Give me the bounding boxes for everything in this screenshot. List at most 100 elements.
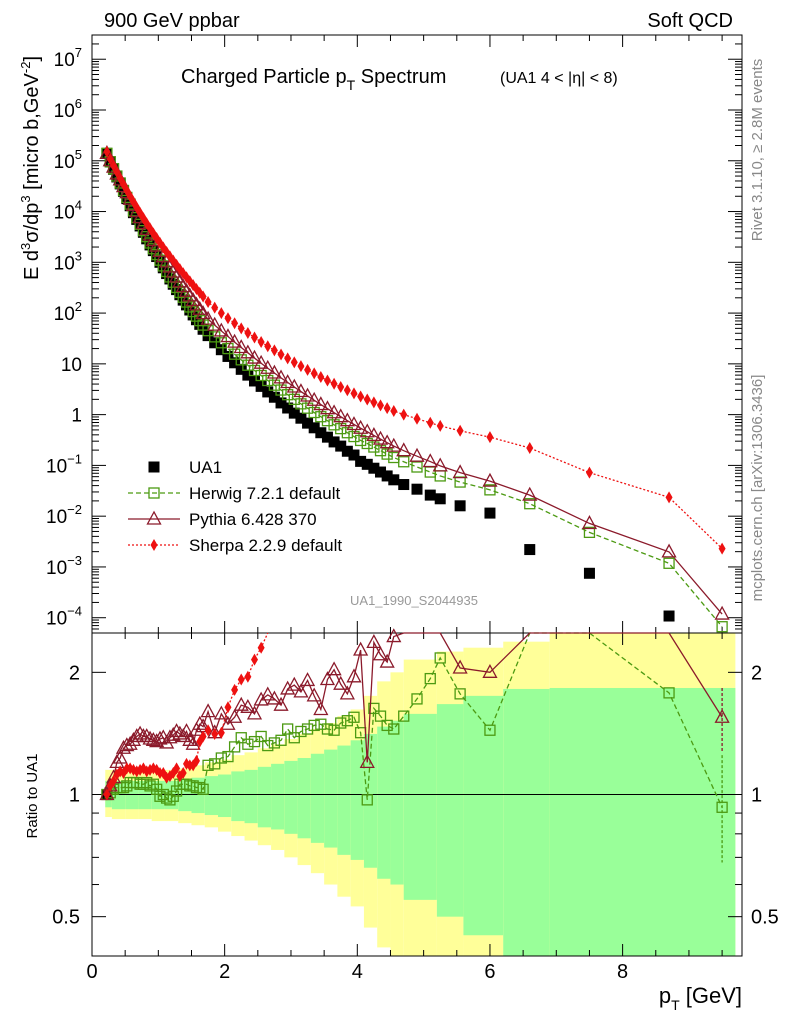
y-tick-exponent: 5 (75, 147, 82, 162)
ratio-point-herwig (228, 741, 241, 753)
ratio-point-pythia (319, 671, 336, 686)
main-point-pythia (432, 457, 448, 472)
mcplots-label: mcplots.cern.ch [arXiv:1306.3436] (749, 375, 766, 602)
ratio-point-pythia (346, 668, 362, 683)
ratio-point-herwig (215, 752, 227, 764)
main-point-sherpa (317, 371, 325, 384)
ratio-point-pythia (299, 672, 316, 687)
ratio-point-pythia (152, 730, 168, 745)
ratio-point-herwig (434, 652, 446, 664)
ratio-point-pythia (213, 705, 229, 720)
ratio-point-pythia (313, 701, 329, 716)
main-point-herwig (454, 476, 466, 488)
y-tick-label: 10−1 (46, 451, 82, 477)
ratio-point-pythia (253, 691, 269, 706)
main-point-ua1 (229, 357, 241, 369)
y-tick-base: 10 (54, 101, 75, 122)
main-point-pythia (326, 404, 342, 419)
main-point-pythia (260, 359, 276, 374)
main-point-ua1 (484, 507, 496, 519)
ratio-point-pythia (326, 661, 342, 676)
main-point-ua1 (388, 474, 400, 486)
ratio-point-herwig (335, 717, 347, 729)
main-point-pythia (200, 310, 216, 325)
ylabel-c: σ/dp (21, 203, 43, 243)
main-point-pythia (306, 391, 322, 406)
band-inner-10 (231, 771, 245, 822)
y-tick-exponent: 2 (75, 299, 82, 314)
y-axis-label: E d3σ/dp3 [micro b,GeV-2] (18, 56, 43, 280)
chart-title-sub: T (347, 77, 356, 93)
main-point-sherpa (199, 290, 207, 303)
legend-marker-sherpa (150, 539, 158, 551)
ratio-point-pythia (119, 737, 135, 752)
band-inner-16 (310, 753, 325, 843)
ratio-point-pythia (182, 731, 198, 746)
main-point-pythia (266, 364, 282, 379)
ratio-y-tick-label: 0.5 (52, 907, 80, 929)
ratio-point-herwig (160, 792, 173, 804)
ratio-point-herwig (484, 724, 496, 736)
main-point-sherpa (357, 390, 365, 403)
main-point-ua1 (255, 380, 267, 392)
main-point-pythia (195, 305, 211, 320)
ratio-point-herwig (268, 737, 281, 749)
main-point-sherpa (383, 402, 391, 415)
xlabel-main: p (659, 983, 671, 1008)
main-point-herwig (341, 427, 354, 439)
main-point-sherpa (297, 360, 305, 373)
main-point-pythia (359, 423, 375, 438)
main-point-ua1 (368, 462, 380, 474)
ratio-point-herwig (388, 723, 400, 735)
ratio-point-pythia (122, 735, 138, 750)
main-point-sherpa (257, 335, 265, 348)
ratio-y-tick-label: 2 (69, 662, 80, 684)
y-tick-exponent: 6 (75, 96, 82, 111)
main-point-sherpa (370, 396, 378, 409)
main-point-ua1 (375, 466, 387, 478)
ratio-point-herwig (381, 719, 393, 732)
main-point-ua1 (288, 407, 300, 419)
main-point-pythia (396, 442, 412, 457)
main-point-pythia (227, 333, 243, 348)
main-point-sherpa (413, 412, 421, 425)
main-point-ua1 (308, 422, 320, 434)
main-point-herwig (295, 398, 307, 410)
main-point-ua1 (282, 402, 294, 414)
ratio-point-herwig (328, 724, 340, 736)
main-point-ua1 (381, 470, 393, 482)
main-point-pythia (379, 434, 395, 449)
main-point-sherpa (310, 367, 318, 380)
band-inner-23 (403, 713, 437, 900)
main-point-pythia (220, 328, 236, 343)
ratio-y-tick-label-right: 0.5 (751, 907, 779, 929)
main-point-sherpa (103, 145, 111, 158)
main-line-herwig (106, 153, 723, 628)
main-point-herwig (335, 422, 347, 435)
ratio-point-herwig (361, 794, 373, 806)
main-point-pythia (280, 374, 296, 389)
main-point-pythia (188, 296, 205, 311)
ratio-point-pythia (286, 676, 302, 691)
band-inner-21 (377, 726, 391, 879)
ratio-y-tick-label-right: 1 (751, 785, 762, 807)
ratio-y-axis-label: Ratio to UA1 (24, 753, 41, 838)
ratio-point-pythia (359, 754, 375, 769)
band-inner-15 (297, 758, 311, 839)
chart-title-note: (UA1 4 < |η| < 8) (500, 70, 618, 87)
y-tick-base: 10 (54, 152, 75, 173)
main-point-pythia (240, 344, 256, 359)
main-point-herwig (424, 466, 436, 478)
main-point-herwig (328, 419, 340, 431)
main-point-herwig (583, 526, 596, 539)
main-point-ua1 (524, 544, 536, 556)
ratio-point-herwig (242, 738, 254, 750)
main-point-herwig (361, 437, 373, 450)
main-point-sherpa (343, 384, 351, 397)
main-point-herwig (308, 406, 320, 419)
y-tick-exponent: −1 (67, 451, 82, 466)
main-point-ua1 (321, 431, 333, 443)
main-point-sherpa (290, 356, 298, 369)
band-inner-25 (463, 695, 504, 936)
ratio-point-herwig (321, 723, 334, 735)
